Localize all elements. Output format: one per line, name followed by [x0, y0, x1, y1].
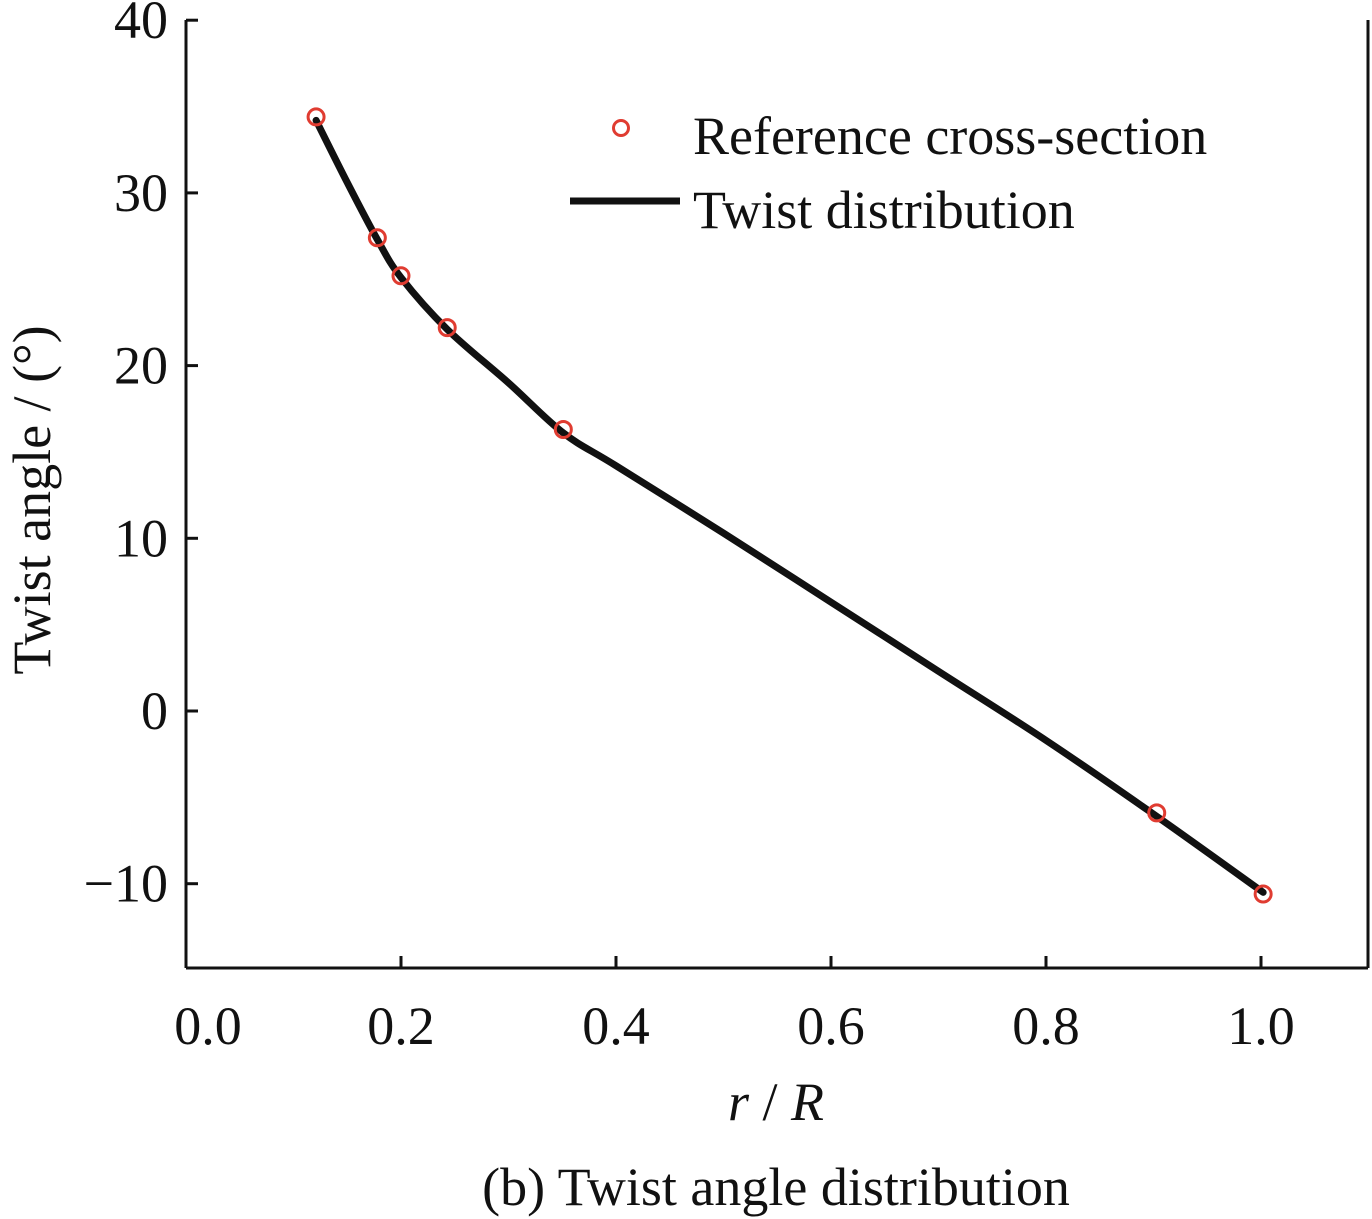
- twist-distribution-line: [312, 116, 1267, 896]
- x-label-sep: /: [749, 1072, 791, 1132]
- x-tick-label: 0.0: [174, 996, 242, 1056]
- plot-marks: [306, 107, 1273, 904]
- reference-point: [1147, 803, 1167, 823]
- y-tick-label: 10: [114, 508, 168, 568]
- y-tick-label: 0: [141, 681, 168, 741]
- y-tick-label: −10: [84, 854, 168, 914]
- reference-point: [306, 107, 326, 127]
- reference-point: [437, 318, 457, 338]
- x-label-R: R: [790, 1072, 824, 1132]
- x-axis-label: r / R: [728, 1072, 824, 1132]
- y-tick-label: 30: [114, 163, 168, 223]
- legend-marker-reference: [612, 119, 630, 137]
- reference-point: [1253, 884, 1273, 904]
- figure-caption: (b) Twist angle distribution: [482, 1157, 1070, 1217]
- legend-label-twist: Twist distribution: [693, 180, 1075, 240]
- x-tick-label: 0.4: [582, 996, 650, 1056]
- legend: Reference cross-section Twist distributi…: [570, 106, 1207, 240]
- x-label-r: r: [728, 1072, 750, 1132]
- x-tick-label: 0.2: [367, 996, 435, 1056]
- x-tick-label: 1.0: [1227, 996, 1295, 1056]
- y-tick-label: 40: [114, 0, 168, 50]
- y-axis-label: Twist angle / (°): [2, 325, 62, 674]
- x-tick-label: 0.6: [797, 996, 865, 1056]
- axes: 40 30 20 10 0 −10 0.0 0.2 0.4 0.6 0.8 1.0: [84, 0, 1370, 1056]
- reference-point: [553, 419, 573, 439]
- legend-label-reference: Reference cross-section: [693, 106, 1207, 166]
- x-tick-label: 0.8: [1012, 996, 1080, 1056]
- reference-point: [391, 266, 411, 286]
- reference-point: [367, 228, 387, 248]
- y-tick-label: 20: [114, 336, 168, 396]
